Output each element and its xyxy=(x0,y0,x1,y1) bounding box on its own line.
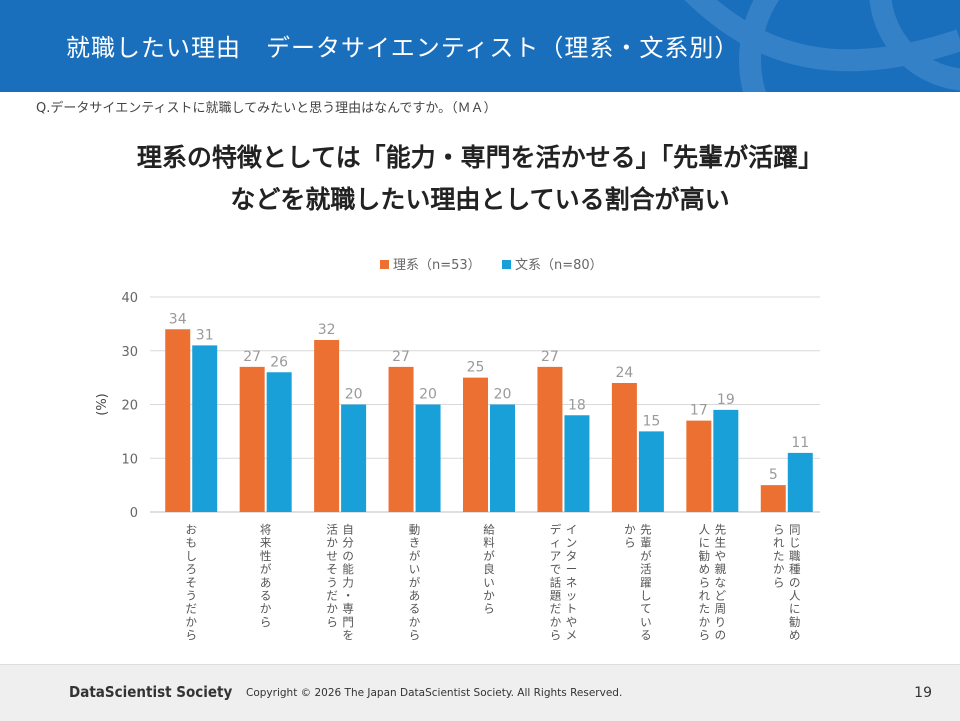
data-label: 19 xyxy=(717,392,735,408)
legend-swatch-1 xyxy=(380,260,389,269)
bar-rikei xyxy=(686,420,712,512)
survey-question: Q.データサイエンティストに就職してみたいと思う理由はなんですか。（ＭＡ） xyxy=(36,101,497,116)
data-label: 26 xyxy=(270,354,288,370)
y-tick-label: 40 xyxy=(121,291,138,306)
x-tick-label: 給料が良いから xyxy=(483,523,495,616)
bar-bunkei xyxy=(192,345,218,512)
footer: DataScientist Society Copyright © 2026 T… xyxy=(0,664,960,721)
data-label: 15 xyxy=(642,413,660,429)
copyright-text: Copyright © 2026 The Japan DataScientist… xyxy=(246,687,623,699)
x-tick-label: から xyxy=(624,523,636,550)
x-tick-label: 先輩が活躍している xyxy=(640,523,652,643)
y-tick-label: 0 xyxy=(130,506,138,521)
data-label: 27 xyxy=(541,349,559,365)
data-label: 24 xyxy=(615,365,633,381)
data-label: 17 xyxy=(690,403,708,419)
bar-rikei xyxy=(537,366,563,512)
bar-rikei xyxy=(611,383,637,512)
header-bar: 就職したい理由 データサイエンティスト（理系・文系別） xyxy=(0,0,960,92)
page-title: 就職したい理由 データサイエンティスト（理系・文系別） xyxy=(66,34,740,62)
data-label: 34 xyxy=(169,311,187,327)
data-label: 32 xyxy=(318,322,336,338)
bar-bunkei xyxy=(341,404,367,512)
data-label: 5 xyxy=(769,467,778,483)
data-label: 20 xyxy=(345,387,363,403)
data-label: 18 xyxy=(568,397,586,413)
x-tick-label: 自分の能力・専門を xyxy=(342,523,354,643)
x-tick-label: おもしろそうだから xyxy=(185,523,197,643)
y-axis-label: (%) xyxy=(95,393,110,416)
x-tick-label: 活かせそうだから xyxy=(326,523,338,629)
bar-chart: 0 10 20 30 40 (%) 理系（n=53） 文系（n=80） 34 31 おもしろそうだか… xyxy=(95,258,820,643)
data-label: 11 xyxy=(791,435,809,451)
data-label: 27 xyxy=(392,349,410,365)
bar-bunkei xyxy=(266,372,292,512)
footer-logo: DataScientist Society xyxy=(69,683,233,701)
bar-bunkei xyxy=(415,404,441,512)
x-tick-label: られたから xyxy=(773,523,785,590)
x-tick-label: 動きがいがあるから xyxy=(409,523,421,643)
bar-rikei xyxy=(388,366,414,512)
bar-bunkei xyxy=(638,431,664,512)
legend-label-2: 文系（n=80） xyxy=(515,258,603,273)
bar-rikei xyxy=(760,485,786,512)
headline-line-2: などを就職したい理由としている割合が高い xyxy=(230,185,730,214)
x-tick-label: インターネットやメ xyxy=(566,523,578,643)
bar-rikei xyxy=(463,377,488,512)
y-tick-label: 30 xyxy=(121,345,138,360)
x-tick-label: 先生や親など周りの xyxy=(715,523,727,643)
bar-bunkei xyxy=(490,404,515,512)
legend-label-1: 理系（n=53） xyxy=(393,258,481,273)
x-tick-label: ディアで話題だから xyxy=(550,523,562,643)
headline-line-1: 理系の特徴としては「能力・専門を活かせる」「先輩が活躍」 xyxy=(136,143,824,172)
data-label: 20 xyxy=(419,387,437,403)
y-tick-label: 10 xyxy=(121,452,138,467)
data-label: 27 xyxy=(243,349,261,365)
x-tick-label: 人に勧められたから xyxy=(699,523,711,643)
y-tick-label: 20 xyxy=(121,399,138,414)
bar-rikei xyxy=(239,366,265,512)
page-number: 19 xyxy=(914,685,932,701)
data-label: 20 xyxy=(494,387,512,403)
bar-bunkei xyxy=(564,415,590,512)
bar-rikei xyxy=(314,340,340,512)
bar-rikei xyxy=(165,329,191,512)
legend-swatch-2 xyxy=(502,260,511,269)
data-label: 31 xyxy=(196,327,214,343)
x-tick-label: 同じ職種の人に勧め xyxy=(789,523,801,643)
data-label: 25 xyxy=(467,360,485,376)
bar-bunkei xyxy=(787,452,813,512)
header-decoration xyxy=(684,0,960,92)
bar-bunkei xyxy=(713,409,739,512)
x-tick-label: 将来性があるから xyxy=(260,523,272,629)
